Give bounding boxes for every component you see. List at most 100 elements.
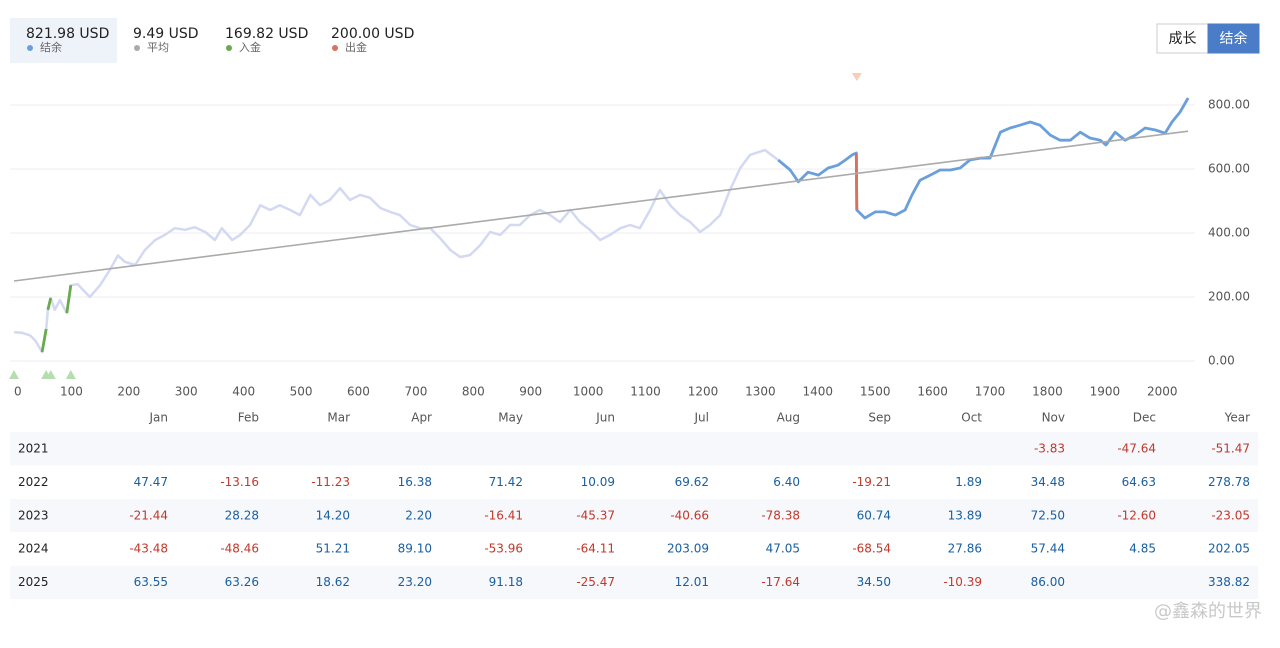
stat-dot [226, 45, 232, 51]
balance-line-history [13, 148, 779, 354]
withdrawal-marker [851, 73, 862, 81]
table-cell: 338.82 [1208, 575, 1250, 589]
table-row [10, 498, 1258, 533]
table-cell: 13.89 [948, 508, 982, 522]
column-header: Jun [595, 411, 615, 425]
table-cell: -51.47 [1211, 442, 1250, 456]
stat-value[interactable]: 169.82 USD [225, 26, 308, 42]
table-row [10, 532, 1258, 566]
table-cell: -25.47 [576, 575, 615, 589]
table-cell: 10.09 [581, 475, 615, 489]
table-cell: -78.38 [761, 508, 800, 522]
row-year: 2025 [18, 575, 49, 589]
table-cell: 86.00 [1031, 575, 1065, 589]
deposit-marker [65, 370, 76, 379]
stat-dot [27, 45, 33, 51]
row-year: 2023 [18, 508, 49, 522]
table-cell: -43.48 [129, 542, 168, 556]
table-cell: -21.44 [129, 508, 168, 522]
column-header: Aug [777, 411, 800, 425]
stat-value[interactable]: 9.49 USD [133, 26, 199, 42]
table-cell: 47.47 [134, 475, 168, 489]
toggle-label[interactable]: 成长 [1169, 31, 1197, 47]
y-tick-label: 800.00 [1208, 98, 1250, 112]
x-tick-label: 600 [347, 385, 370, 399]
table-cell: 27.86 [948, 542, 982, 556]
stat-value[interactable]: 200.00 USD [331, 26, 414, 42]
column-header: Jan [149, 411, 169, 425]
toggle-button[interactable] [1156, 23, 1209, 54]
table-cell: 51.21 [316, 542, 350, 556]
deposit-marker [45, 370, 56, 379]
x-tick-label: 300 [175, 385, 198, 399]
table-cell: -11.23 [311, 475, 350, 489]
table-cell: 14.20 [316, 508, 350, 522]
withdrawal-segment [854, 152, 859, 211]
x-tick-label: 100 [60, 385, 83, 399]
stat-value[interactable]: 821.98 USD [26, 26, 109, 42]
deposit-segment [40, 328, 48, 353]
column-header: Year [1224, 411, 1250, 425]
x-tick-label: 400 [232, 385, 255, 399]
column-header: Nov [1042, 411, 1065, 425]
stat-highlight [10, 18, 117, 63]
stat-label: 结余 [40, 40, 62, 54]
table-cell: 71.42 [489, 475, 523, 489]
table-cell: -23.05 [1211, 508, 1250, 522]
table-cell: 6.40 [773, 475, 800, 489]
stat-dot [134, 45, 140, 51]
table-cell: 34.50 [857, 575, 891, 589]
table-cell: 203.09 [667, 542, 709, 556]
column-header: Oct [961, 411, 982, 425]
stat-dot [332, 45, 338, 51]
table-cell: -10.39 [943, 575, 982, 589]
table-cell: 91.18 [489, 575, 523, 589]
deposit-segment [46, 297, 53, 311]
table-cell: 63.55 [134, 575, 168, 589]
trend-line [13, 130, 1189, 282]
x-tick-label: 700 [404, 385, 427, 399]
y-tick-label: 0.00 [1208, 354, 1235, 368]
x-tick-label: 200 [117, 385, 140, 399]
deposit-marker [9, 370, 19, 379]
table-cell: -64.11 [576, 542, 615, 556]
toggle-label[interactable]: 结余 [1220, 30, 1248, 47]
x-tick-label: 1300 [745, 385, 776, 399]
table-cell: 64.63 [1122, 475, 1156, 489]
row-year: 2021 [18, 442, 49, 456]
x-tick-label: 1700 [975, 385, 1006, 399]
column-header: Mar [327, 411, 350, 425]
table-cell: 16.38 [398, 475, 432, 489]
y-tick-label: 400.00 [1208, 226, 1250, 240]
column-header: Apr [411, 411, 432, 425]
table-cell: -3.83 [1034, 442, 1065, 456]
table-row [10, 432, 1258, 466]
x-tick-label: 1200 [688, 385, 719, 399]
x-tick-label: 800 [462, 385, 485, 399]
watermark: @鑫森的世界 [1154, 601, 1262, 622]
x-tick-label: 1600 [917, 385, 948, 399]
stat-label: 平均 [147, 41, 169, 54]
table-cell: 47.05 [766, 542, 800, 556]
table-cell: -12.60 [1117, 508, 1156, 522]
column-header: Jul [694, 411, 709, 425]
toggle-button[interactable] [1207, 23, 1260, 54]
table-cell: -48.46 [220, 542, 259, 556]
table-cell: -53.96 [484, 542, 523, 556]
deposit-segment [65, 285, 73, 314]
table-cell: 89.10 [398, 542, 432, 556]
x-tick-label: 0 [14, 385, 22, 399]
table-row [10, 565, 1258, 599]
table-cell: -13.16 [220, 475, 259, 489]
column-header: May [498, 411, 523, 425]
table-cell: 2.20 [405, 508, 432, 522]
table-cell: -47.64 [1117, 442, 1156, 456]
stat-label: 入金 [239, 40, 261, 54]
table-cell: 72.50 [1031, 508, 1065, 522]
table-cell: -19.21 [852, 475, 891, 489]
row-year: 2022 [18, 475, 49, 489]
x-tick-label: 1500 [860, 385, 891, 399]
x-tick-label: 500 [290, 385, 313, 399]
table-cell: 4.85 [1129, 542, 1156, 556]
